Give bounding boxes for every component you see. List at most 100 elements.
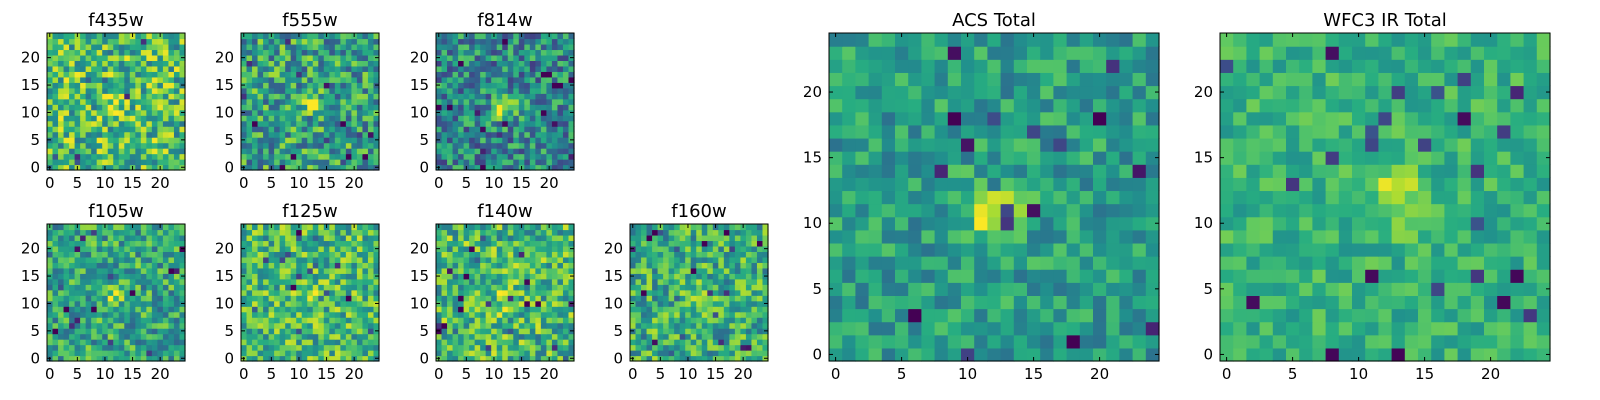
heatmap-cell bbox=[179, 87, 186, 94]
heatmap-cell bbox=[934, 164, 949, 178]
heatmap-cell bbox=[518, 43, 525, 51]
heatmap-cell bbox=[263, 60, 270, 67]
heatmap-cell bbox=[252, 306, 259, 313]
heatmap-cell bbox=[91, 137, 98, 144]
heatmap-cell bbox=[463, 137, 470, 144]
heatmap-cell bbox=[679, 344, 686, 351]
heatmap-cell bbox=[268, 60, 275, 67]
heatmap-cell bbox=[480, 317, 487, 324]
heatmap-cell bbox=[934, 242, 949, 257]
heatmap-cell bbox=[257, 137, 264, 144]
heatmap-cell bbox=[524, 38, 531, 45]
heatmap-cell bbox=[502, 224, 509, 231]
heatmap-cell bbox=[135, 43, 142, 51]
heatmap-cell bbox=[241, 98, 248, 105]
heatmap-cell bbox=[535, 159, 542, 166]
heatmap-cell bbox=[557, 33, 564, 40]
heatmap-cell bbox=[63, 229, 70, 236]
heatmap-cell bbox=[974, 229, 988, 244]
heatmap-cell bbox=[356, 33, 364, 40]
heatmap-cell bbox=[246, 164, 253, 171]
heatmap-cell bbox=[474, 148, 481, 155]
heatmap-cell bbox=[707, 273, 714, 280]
x-tick-label: 5 bbox=[462, 174, 472, 192]
heatmap-cell bbox=[323, 344, 330, 351]
heatmap-cell bbox=[562, 355, 570, 362]
heatmap-cell bbox=[168, 289, 175, 296]
heatmap-cell bbox=[447, 289, 454, 296]
heatmap-cell bbox=[107, 60, 114, 67]
heatmap-cell bbox=[646, 350, 653, 357]
heatmap-cell bbox=[507, 256, 514, 263]
heatmap-cell bbox=[546, 289, 553, 296]
heatmap-cell bbox=[96, 65, 103, 72]
heatmap-cell bbox=[263, 126, 270, 133]
heatmap-cell bbox=[436, 153, 443, 160]
heatmap-cell bbox=[157, 256, 164, 263]
heatmap-cell bbox=[485, 267, 492, 274]
heatmap-cell bbox=[546, 38, 553, 45]
heatmap-cell bbox=[102, 104, 109, 111]
heatmap-cell bbox=[529, 289, 536, 296]
heatmap-cell bbox=[113, 333, 120, 340]
heatmap-cell bbox=[318, 148, 325, 155]
heatmap-cell bbox=[557, 87, 564, 94]
heatmap-cell bbox=[312, 153, 319, 160]
heatmap-cell bbox=[551, 98, 559, 105]
heatmap-cell bbox=[367, 322, 375, 329]
heatmap-cell bbox=[263, 109, 270, 116]
heatmap-cell bbox=[562, 350, 570, 357]
heatmap-cell bbox=[52, 142, 59, 149]
heatmap-cell bbox=[301, 131, 308, 138]
heatmap-cell bbox=[252, 131, 259, 138]
heatmap-cell bbox=[274, 284, 281, 291]
panel-title: f435w bbox=[88, 10, 143, 31]
heatmap-cell bbox=[241, 87, 248, 94]
heatmap-cell bbox=[113, 278, 120, 285]
heatmap-cell bbox=[124, 245, 131, 252]
heatmap-cell bbox=[546, 306, 553, 313]
heatmap-cell bbox=[718, 273, 725, 280]
heatmap-cell bbox=[318, 333, 325, 340]
heatmap-cell bbox=[129, 137, 136, 144]
heatmap-cell bbox=[987, 282, 1002, 296]
heatmap-cell bbox=[496, 278, 503, 285]
heatmap-cell bbox=[855, 347, 870, 362]
heatmap-cell bbox=[1079, 203, 1094, 218]
heatmap-cell bbox=[340, 311, 347, 318]
heatmap-cell bbox=[447, 317, 454, 324]
heatmap-cell bbox=[263, 49, 270, 56]
heatmap-cell bbox=[441, 54, 448, 61]
heatmap-cell bbox=[102, 65, 109, 72]
heatmap-cell bbox=[502, 159, 509, 166]
heatmap-cell bbox=[496, 164, 503, 171]
heatmap-cell bbox=[696, 295, 703, 302]
heatmap-cell bbox=[485, 120, 492, 127]
heatmap-cell bbox=[469, 43, 476, 51]
heatmap-cell bbox=[96, 289, 103, 296]
heatmap-cell bbox=[279, 159, 286, 166]
heatmap-cell bbox=[540, 164, 547, 171]
heatmap-cell bbox=[173, 224, 181, 231]
heatmap-cell bbox=[1119, 164, 1134, 178]
heatmap-cell bbox=[263, 76, 270, 83]
heatmap-cell bbox=[568, 224, 575, 231]
heatmap-cell bbox=[274, 267, 281, 274]
heatmap-cell bbox=[173, 355, 181, 362]
heatmap-cell bbox=[307, 43, 314, 51]
heatmap-cell bbox=[168, 328, 175, 335]
heatmap-cell bbox=[458, 126, 465, 133]
heatmap-cell bbox=[279, 350, 286, 357]
heatmap-cell bbox=[107, 251, 114, 258]
heatmap-cell bbox=[140, 355, 147, 362]
heatmap-cell bbox=[908, 256, 922, 270]
heatmap-cell bbox=[173, 126, 181, 133]
heatmap-cell bbox=[157, 82, 164, 89]
heatmap-cell bbox=[268, 262, 275, 269]
heatmap-cell bbox=[540, 224, 547, 231]
heatmap-cell bbox=[458, 300, 465, 307]
heatmap-cell bbox=[80, 33, 87, 40]
heatmap-cell bbox=[718, 229, 725, 236]
heatmap-cell bbox=[257, 98, 264, 105]
heatmap-cell bbox=[908, 203, 922, 218]
